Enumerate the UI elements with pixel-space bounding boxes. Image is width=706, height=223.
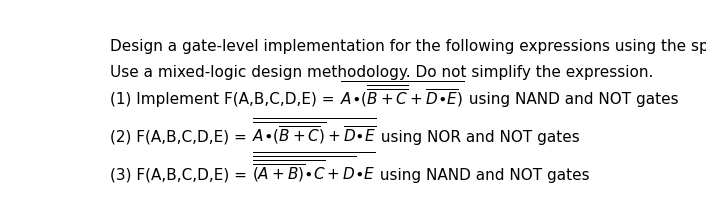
Text: (3) F(A,B,C,D,E) =: (3) F(A,B,C,D,E) = <box>110 167 252 183</box>
Text: using NOR and NOT gates: using NOR and NOT gates <box>376 130 580 145</box>
Text: $\overline{\overline{A{\bullet}(\overline{B+C})}+\overline{D{\bullet}E}}$: $\overline{\overline{A{\bullet}(\overlin… <box>252 117 376 147</box>
Text: using NAND and NOT gates: using NAND and NOT gates <box>375 167 590 183</box>
Text: (2) F(A,B,C,D,E) =: (2) F(A,B,C,D,E) = <box>110 130 252 145</box>
Text: using NAND and NOT gates: using NAND and NOT gates <box>464 92 678 107</box>
Text: $\overline{A{\bullet}(\overline{\overline{B+C}}+\overline{D{\bullet}E})}$: $\overline{A{\bullet}(\overline{\overlin… <box>340 79 464 109</box>
Text: $\overline{\overline{\overline{\overline{(A+B)}{\bullet}C}+D}{\bullet}E}$: $\overline{\overline{\overline{\overline… <box>252 150 375 185</box>
Text: Design a gate-level implementation for the following expressions using the speci: Design a gate-level implementation for t… <box>110 39 706 54</box>
Text: (1) Implement F(A,B,C,D,E) =: (1) Implement F(A,B,C,D,E) = <box>110 92 340 107</box>
Text: Use a mixed-logic design methodology. Do not simplify the expression.: Use a mixed-logic design methodology. Do… <box>110 64 654 80</box>
